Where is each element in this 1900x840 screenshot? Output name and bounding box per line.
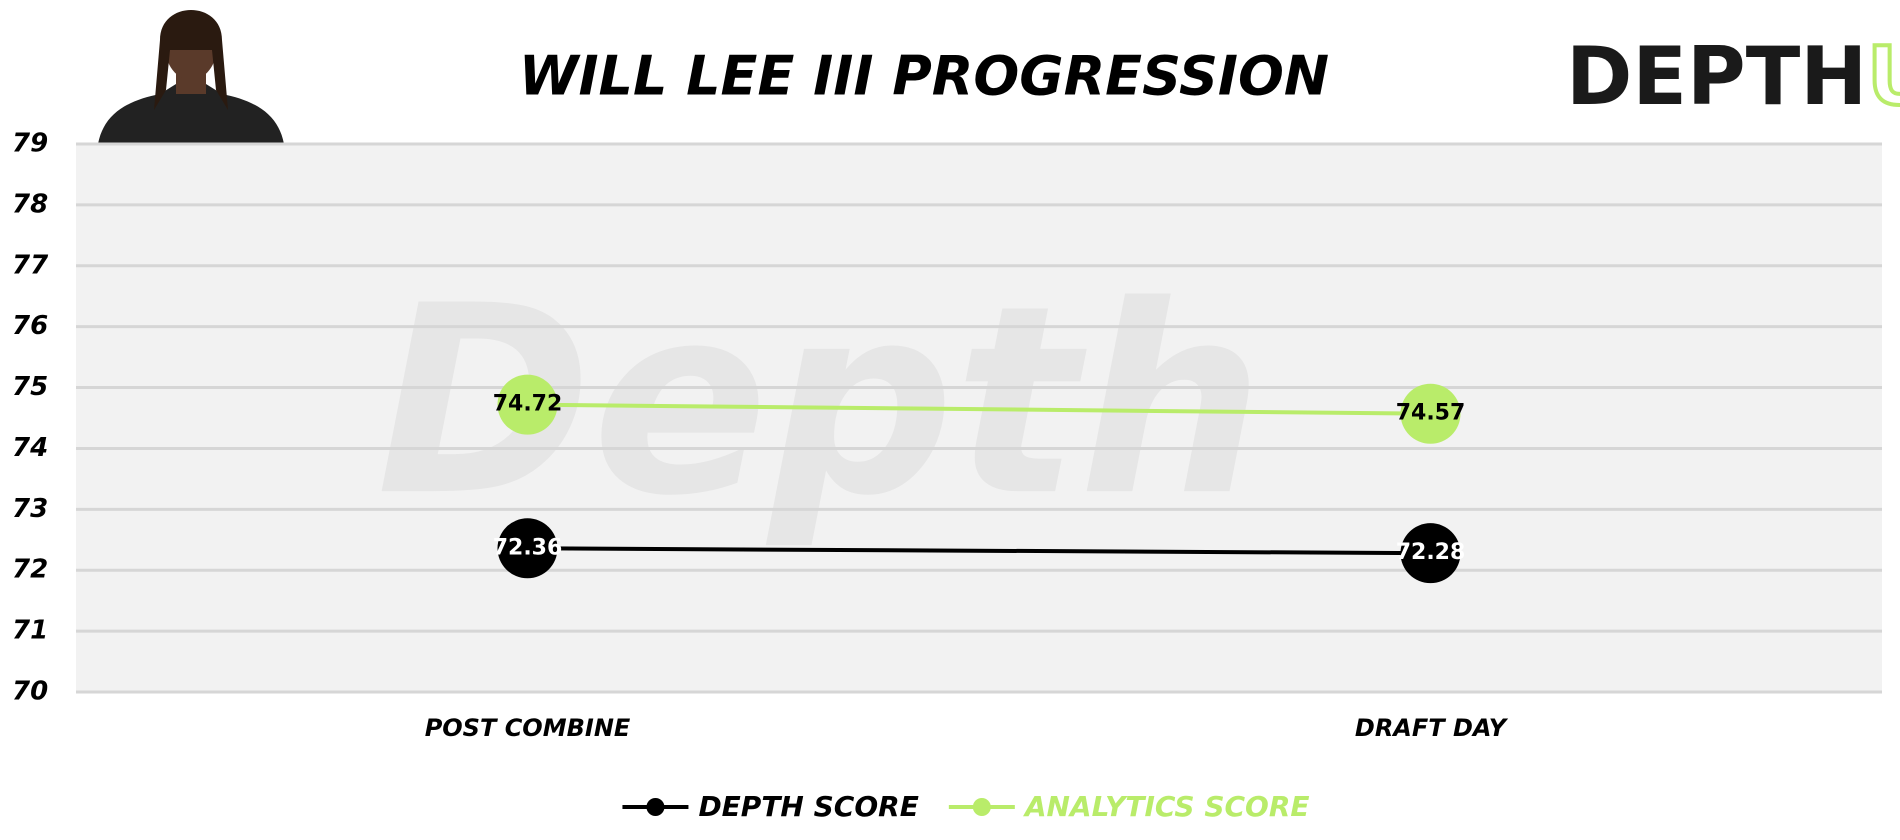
- data-label: 72.28: [1396, 540, 1466, 565]
- plot-background: [76, 144, 1882, 692]
- y-tick-label: 77: [12, 250, 49, 280]
- y-tick-label: 70: [12, 677, 48, 707]
- data-point: [497, 518, 558, 579]
- data-point: [1400, 383, 1461, 444]
- y-tick-label: 71: [12, 616, 48, 646]
- y-tick-label: 74: [12, 433, 48, 463]
- y-tick-label: 75: [12, 372, 48, 402]
- logo-accent: U: [1867, 30, 1900, 123]
- y-tick-label: 72: [12, 555, 48, 585]
- player-photo: [98, 10, 284, 144]
- x-tick-label: DRAFT DAY: [1355, 714, 1509, 742]
- x-tick-label: POST COMBINE: [425, 714, 631, 742]
- series-line: [527, 402, 1431, 416]
- data-point: [497, 374, 558, 435]
- data-label: 72.36: [493, 535, 563, 560]
- y-tick-label: 79: [12, 129, 48, 159]
- data-label: 74.57: [1396, 401, 1466, 426]
- y-tick-label: 76: [12, 311, 48, 341]
- data-point: [1400, 523, 1461, 584]
- legend-marker: [646, 798, 665, 816]
- y-tick-label: 73: [12, 494, 48, 524]
- legend-label: DEPTH SCORE: [698, 790, 918, 823]
- logo-main: DEPTH: [1566, 30, 1867, 123]
- logo: DEPTHU: [1566, 30, 1900, 123]
- series-line: [527, 546, 1431, 556]
- chart-title: WILL LEE III PROGRESSION: [519, 45, 1329, 108]
- legend-label: ANALYTICS SCORE: [1023, 790, 1310, 823]
- legend-marker: [972, 798, 991, 816]
- data-label: 74.72: [493, 392, 563, 417]
- y-tick-label: 78: [12, 189, 48, 219]
